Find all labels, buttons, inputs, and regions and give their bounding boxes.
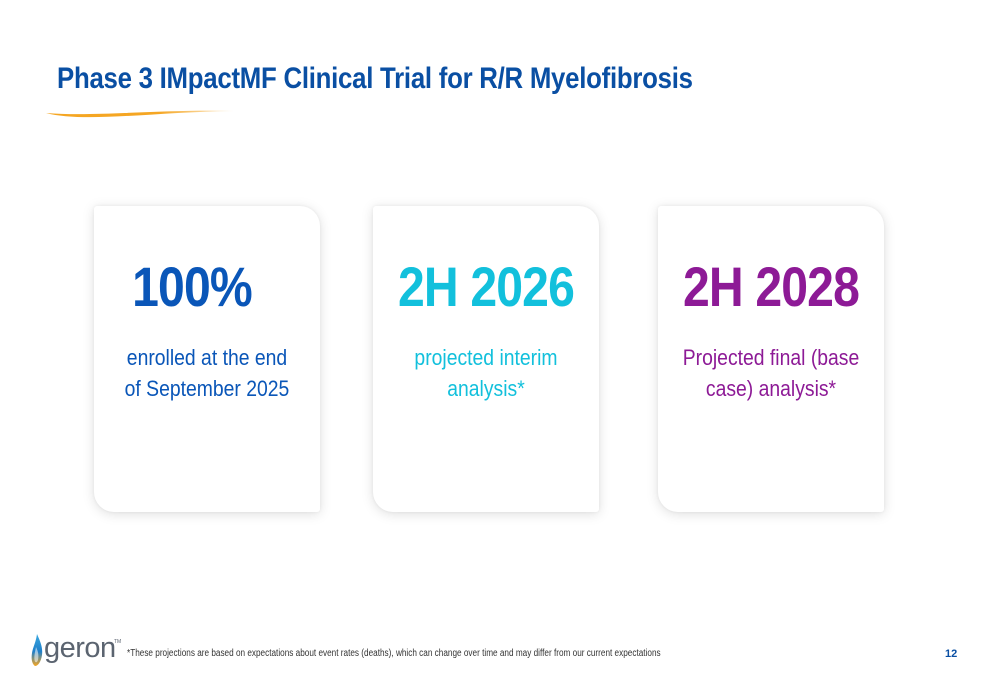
stat-card-final-analysis: 2H 2028 Projected final (base case) anal… <box>658 206 884 512</box>
card-description-line: of September 2025 <box>124 376 290 401</box>
card-description: Projected final (base case) analysis* <box>680 342 861 404</box>
card-stat-value: 100% <box>132 255 253 318</box>
card-description-line: analysis* <box>447 376 525 401</box>
title-swoosh-decoration <box>46 110 234 118</box>
card-stat-value: 2H 2026 <box>397 255 575 318</box>
card-stat-value: 2H 2028 <box>682 255 860 318</box>
slide-title: Phase 3 IMpactMF Clinical Trial for R/R … <box>57 62 693 95</box>
footnote: *These projections are based on expectat… <box>127 648 661 659</box>
card-description-line: Projected final (base <box>682 345 860 370</box>
card-description-line: enrolled at the end <box>126 345 288 370</box>
page-number: 12 <box>945 648 958 660</box>
card-description-line: projected interim <box>414 345 558 370</box>
card-description: projected interim analysis* <box>395 342 576 404</box>
flame-icon <box>31 634 43 666</box>
stat-card-interim-analysis: 2H 2026 projected interim analysis* <box>373 206 599 512</box>
logo-trademark: TM <box>114 639 122 645</box>
card-description-line: case) analysis* <box>705 376 837 401</box>
card-description: enrolled at the end of September 2025 <box>116 342 297 404</box>
stat-card-enrollment: 100% enrolled at the end of September 20… <box>94 206 320 512</box>
logo-wordmark: geron <box>44 632 116 664</box>
